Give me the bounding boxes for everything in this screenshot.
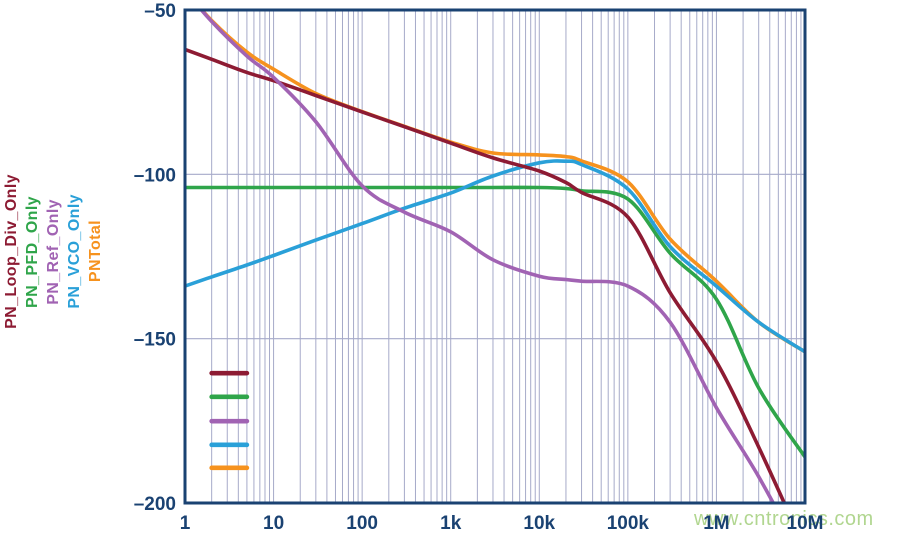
watermark: www.cntronics.com: [694, 508, 874, 530]
y-tick-label: –100: [134, 165, 176, 186]
curve-pn-ref-only: [199, 10, 776, 503]
curve-pn-vco-only: [185, 159, 805, 354]
curve-pn-loop-div-only: [185, 47, 787, 503]
x-tick-label: 1k: [440, 513, 462, 534]
plot-frame: [183, 8, 807, 505]
series-label-pn-loop-div-only: PN_Loop_Div_Only: [3, 174, 20, 329]
series-label-column: PN_Loop_Div_Only PN_PFD_Only PN_Ref_Only…: [3, 0, 105, 503]
x-tick-label: 10: [263, 513, 284, 534]
curve-pn-pfd-only: [185, 185, 805, 459]
x-tick-label: 100: [346, 513, 378, 534]
y-tick-label: –200: [134, 494, 176, 515]
x-tick-label: 10k: [523, 513, 555, 534]
x-tick-label: 100k: [607, 513, 650, 534]
y-tick-label: –150: [134, 330, 176, 351]
x-tick-label: 1M: [703, 513, 729, 534]
series-label-pn-pfd-only: PN_PFD_Only: [24, 195, 41, 308]
curve-pntotal: [199, 10, 805, 354]
series-label-pn-vco-only: PN_VCO_Only: [66, 194, 83, 309]
series-label-pntotal: PNTotal: [87, 220, 104, 283]
x-tick-label: 1: [180, 513, 191, 534]
x-tick-label: 10M: [787, 513, 824, 534]
y-tick-label: –50: [144, 1, 176, 22]
series-label-pn-ref-only: PN_Ref_Only: [45, 198, 62, 305]
